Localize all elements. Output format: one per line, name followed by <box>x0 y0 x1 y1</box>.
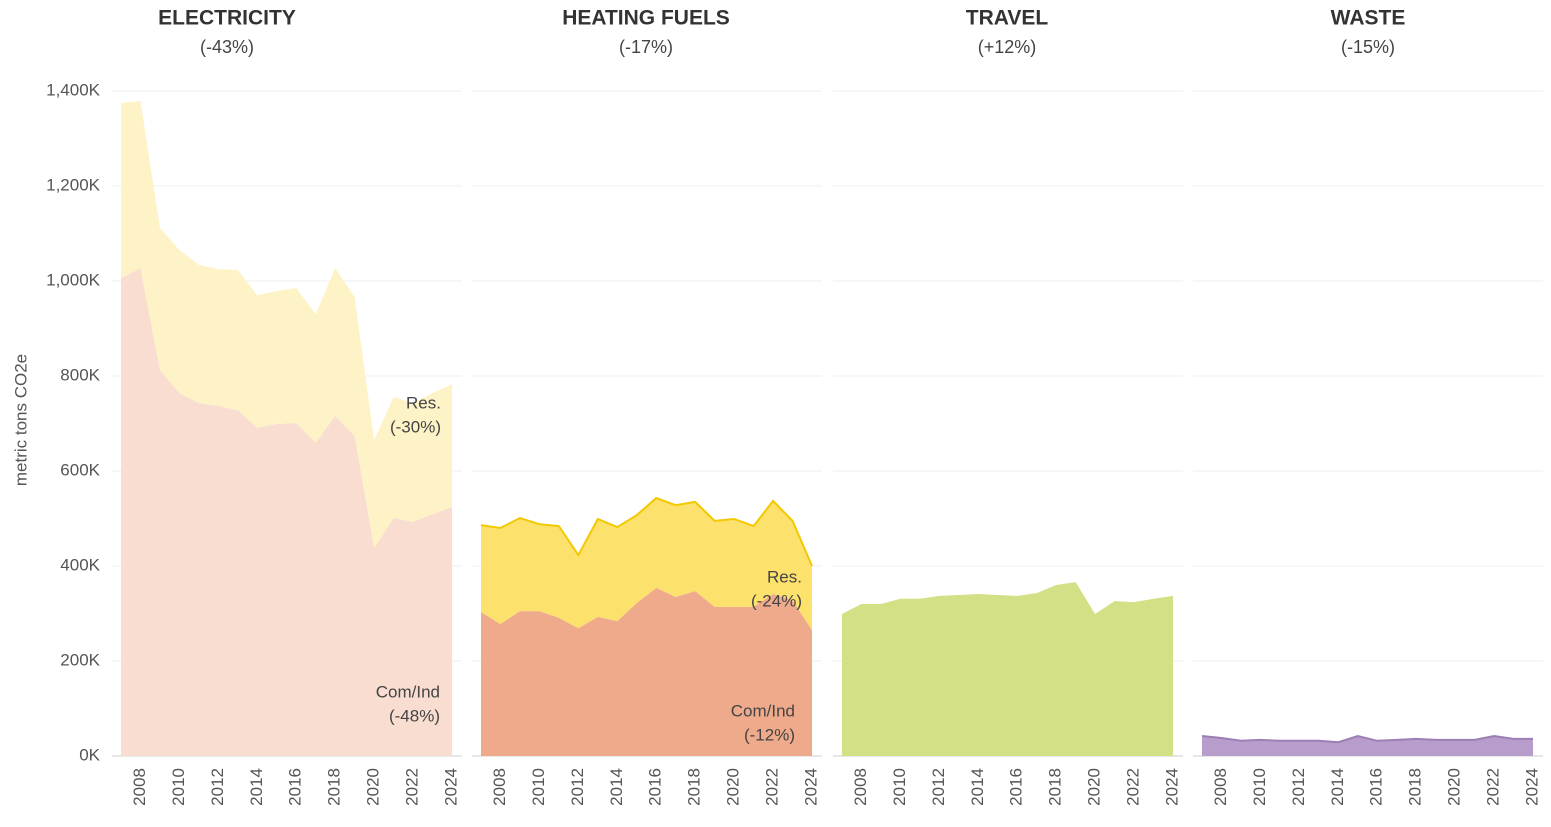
y-tick-label: 1,200K <box>46 175 101 194</box>
y-tick-label: 200K <box>60 650 100 669</box>
panel-subtitle: (-17%) <box>619 37 673 57</box>
x-tick-label: 2014 <box>968 768 987 806</box>
series-label: Com/Ind <box>731 701 795 720</box>
series-label: Res. <box>767 567 802 586</box>
area-edge <box>480 496 813 567</box>
y-tick-label: 600K <box>60 460 100 479</box>
x-tick-label: 2016 <box>286 768 305 806</box>
x-tick-label: 2016 <box>1367 768 1386 806</box>
x-tick-label: 2012 <box>208 768 227 806</box>
panel-subtitle: (+12%) <box>978 37 1037 57</box>
x-tick-label: 2010 <box>1250 768 1269 806</box>
x-tick-label: 2024 <box>1522 768 1541 806</box>
x-tick-label: 2014 <box>607 768 626 806</box>
x-tick-label: 2024 <box>801 768 820 806</box>
x-tick-label: 2014 <box>1328 768 1347 806</box>
x-tick-label: 2018 <box>685 768 704 806</box>
x-tick-label: 2018 <box>1406 768 1425 806</box>
y-tick-label: 400K <box>60 555 100 574</box>
area <box>481 587 812 756</box>
area <box>121 100 452 548</box>
x-tick-label: 2008 <box>130 768 149 806</box>
x-tick-label: 2024 <box>1162 768 1181 806</box>
panel-title: HEATING FUELS <box>562 7 730 30</box>
y-axis-label: metric tons CO2e <box>11 354 30 486</box>
series-change: (-48%) <box>389 706 440 725</box>
panel-subtitle: (-43%) <box>200 37 254 57</box>
panel-title: WASTE <box>1331 7 1406 30</box>
area-edge <box>1201 735 1533 744</box>
y-tick-label: 0K <box>79 745 100 764</box>
x-tick-label: 2024 <box>441 768 460 806</box>
x-tick-label: 2022 <box>763 768 782 806</box>
series-label: Com/Ind <box>376 682 440 701</box>
area <box>121 268 452 756</box>
x-tick-label: 2012 <box>1289 768 1308 806</box>
series-label: Res. <box>406 393 441 412</box>
series-change: (-12%) <box>744 725 795 744</box>
x-tick-label: 2010 <box>890 768 909 806</box>
series-change: (-24%) <box>751 591 802 610</box>
x-tick-label: 2010 <box>169 768 188 806</box>
area <box>481 498 812 631</box>
x-tick-label: 2012 <box>929 768 948 806</box>
panel-title: ELECTRICITY <box>158 7 296 30</box>
area <box>842 582 1173 756</box>
x-tick-label: 2020 <box>724 768 743 806</box>
y-tick-label: 800K <box>60 365 100 384</box>
x-tick-label: 2008 <box>851 768 870 806</box>
panel-subtitle: (-15%) <box>1341 37 1395 57</box>
series-change: (-30%) <box>390 417 441 436</box>
x-tick-label: 2008 <box>490 768 509 806</box>
x-tick-label: 2020 <box>1085 768 1104 806</box>
x-tick-label: 2020 <box>1445 768 1464 806</box>
x-tick-label: 2022 <box>1484 768 1503 806</box>
x-tick-label: 2012 <box>568 768 587 806</box>
x-tick-label: 2010 <box>529 768 548 806</box>
y-tick-label: 1,400K <box>46 80 101 99</box>
x-tick-label: 2014 <box>247 768 266 806</box>
x-tick-label: 2016 <box>646 768 665 806</box>
panel-title: TRAVEL <box>966 7 1049 30</box>
x-tick-label: 2016 <box>1007 768 1026 806</box>
x-tick-label: 2022 <box>1124 768 1143 806</box>
x-tick-label: 2018 <box>1046 768 1065 806</box>
y-tick-label: 1,000K <box>46 270 101 289</box>
x-tick-label: 2008 <box>1211 768 1230 806</box>
x-tick-label: 2020 <box>364 768 383 806</box>
x-tick-label: 2022 <box>403 768 422 806</box>
x-tick-label: 2018 <box>325 768 344 806</box>
